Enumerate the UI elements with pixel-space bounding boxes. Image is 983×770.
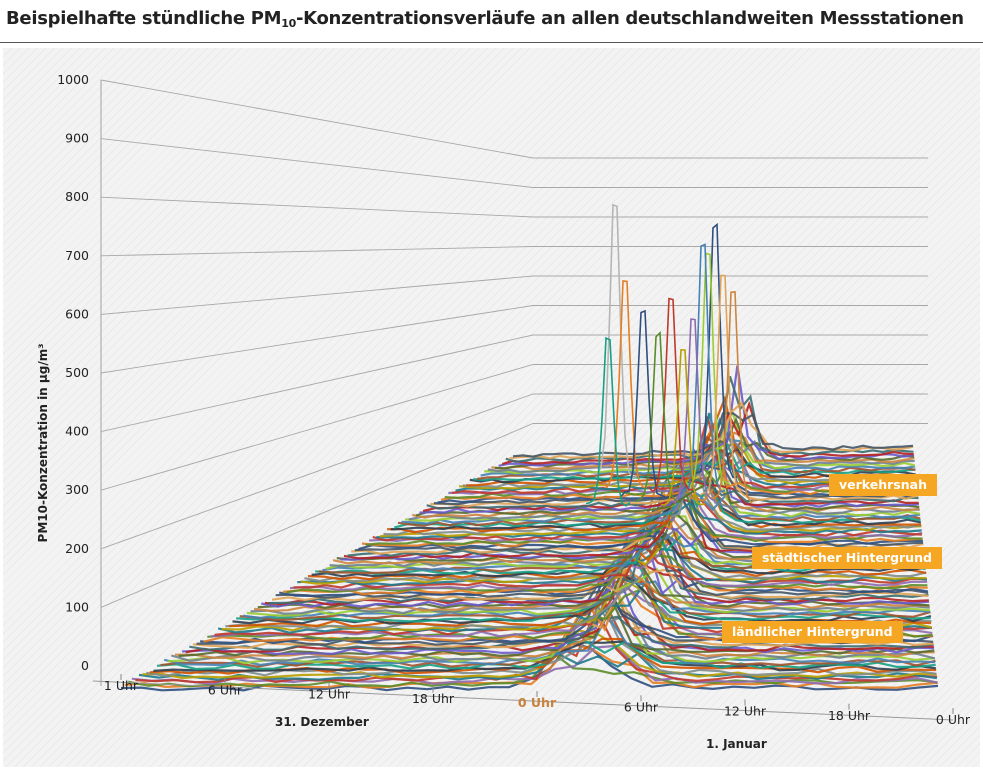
station-series-line — [182, 562, 935, 656]
peak-line — [648, 297, 694, 493]
chart-y-tick-labels: 0 100 200 300 400 500 600 700 800 900 1000 — [57, 72, 89, 673]
peak-line — [710, 291, 756, 504]
x-tick-label: 12 Uhr — [724, 704, 767, 719]
y-tick-label: 0 — [81, 658, 89, 673]
station-series-line — [397, 464, 921, 527]
page-title: Beispielhafte stündliche PM10-Konzentrat… — [6, 8, 964, 30]
peak-line — [670, 318, 716, 504]
gridline — [100, 196, 928, 218]
y-tick-label: 100 — [65, 599, 89, 614]
gridline — [100, 246, 928, 257]
gridline — [100, 423, 928, 608]
station-series-line — [286, 534, 928, 594]
chart-x-tick-labels: 1 Uhr 6 Uhr 12 Uhr 18 Uhr 0 Uhr 6 Uhr 12 Uhr 18… — [104, 674, 971, 727]
gridline — [100, 334, 928, 433]
station-series-line — [383, 449, 922, 536]
x-tick-label: 1 Uhr — [104, 678, 139, 693]
date-label-1-januar: 1. Januar — [706, 737, 767, 751]
station-series-line — [167, 568, 936, 665]
x-axis-line — [92, 680, 954, 721]
y-tick-label: 600 — [65, 306, 89, 321]
y-tick-label: 800 — [65, 189, 89, 204]
peak-line — [585, 336, 631, 507]
chart-gridlines — [100, 79, 928, 608]
chart-panel: 0 100 200 300 400 500 600 700 800 900 1000 1 Uhr 6 … — [3, 48, 980, 767]
station-series-line — [160, 602, 936, 668]
x-tick-label: 0 Uhr — [518, 695, 557, 710]
title-subscript: 10 — [281, 17, 296, 30]
chart-svg: 0 100 200 300 400 500 600 700 800 900 1000 1 Uhr 6 … — [36, 72, 971, 751]
title-rest: -Konzentrationsverläufe an allen deutsch… — [295, 8, 964, 29]
chart-axes — [92, 680, 954, 721]
station-series-line — [480, 417, 916, 477]
station-series-line — [178, 600, 935, 658]
y-axis-label: PM10-Konzentration in µg/m³ — [36, 344, 50, 543]
station-series-line — [153, 640, 937, 672]
station-series-line — [297, 547, 927, 587]
title-divider — [0, 42, 983, 43]
peak-line — [602, 279, 648, 489]
date-label-31-dezember: 31. Dezember — [275, 715, 369, 729]
station-series-line — [365, 491, 923, 546]
gridline — [100, 79, 928, 159]
station-series-line — [369, 468, 923, 543]
title-main: Beispielhafte stündliche PM — [6, 8, 282, 29]
station-series-line — [275, 522, 929, 599]
y-tick-label: 900 — [65, 131, 89, 146]
peak-line — [635, 330, 681, 504]
y-tick-label: 200 — [65, 541, 89, 556]
x-tick-label: 12 Uhr — [308, 687, 351, 702]
station-series-line — [250, 540, 930, 615]
y-tick-label: 500 — [65, 365, 89, 380]
station-series-line — [236, 555, 931, 623]
station-series-line — [387, 475, 922, 534]
chart-peak-lines — [585, 203, 756, 507]
y-tick-label: 300 — [65, 482, 89, 497]
y-tick-label: 1000 — [57, 72, 89, 87]
peak-line — [592, 203, 638, 479]
legend-laendlicher-hintergrund: ländlicher Hintergrund — [722, 621, 903, 643]
station-series-line — [487, 438, 915, 473]
station-series-line — [135, 606, 938, 684]
station-series-line — [505, 375, 914, 463]
gridline — [100, 393, 928, 550]
peak-line — [660, 348, 706, 506]
station-series-line — [415, 452, 920, 517]
gridline — [100, 364, 928, 491]
x-tick-label: 6 Uhr — [208, 682, 243, 697]
legend-staedtischer-hintergrund: städtischer Hintergrund — [752, 547, 942, 569]
station-series-line — [239, 549, 931, 622]
station-series-line — [509, 401, 914, 460]
gridline — [100, 275, 928, 315]
peak-line — [700, 274, 746, 497]
gridline — [100, 305, 928, 374]
y-tick-label: 400 — [65, 424, 89, 439]
legend-verkehrsnah: verkehrsnah — [829, 474, 937, 496]
station-series-line — [501, 400, 914, 466]
x-tick-label: 6 Uhr — [624, 699, 659, 714]
station-series-line — [304, 532, 927, 583]
x-tick-label: 18 Uhr — [412, 691, 455, 706]
x-tick-label: 18 Uhr — [828, 708, 871, 723]
station-series-line — [401, 485, 921, 525]
gridline — [100, 138, 928, 188]
y-tick-label: 700 — [65, 248, 89, 263]
x-tick-label: 0 Uhr — [936, 712, 971, 727]
peak-line — [620, 309, 666, 498]
peak-line — [692, 222, 738, 479]
